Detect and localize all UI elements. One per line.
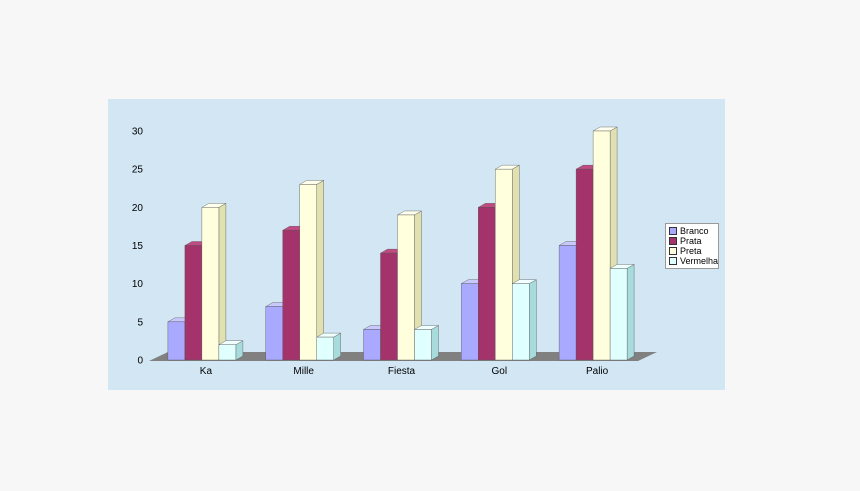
bar — [316, 336, 334, 361]
y-tick-label: 15 — [132, 241, 144, 252]
bar — [478, 207, 496, 361]
legend-swatch — [669, 227, 677, 235]
legend-label: Prata — [680, 236, 702, 246]
bar — [299, 184, 317, 361]
bar — [414, 329, 432, 361]
legend-item: Vermelha — [669, 256, 718, 266]
bar — [609, 268, 628, 361]
y-tick-label: 25 — [132, 165, 144, 176]
bar — [282, 230, 300, 361]
legend-swatch — [669, 237, 677, 245]
bar — [512, 283, 530, 361]
bar — [592, 130, 611, 361]
legend: Branco Prata Preta Vermelha — [665, 223, 719, 269]
legend-label: Vermelha — [680, 256, 719, 266]
bar-side — [431, 325, 439, 361]
legend-item: Branco — [669, 226, 718, 236]
legend-item: Prata — [669, 236, 718, 246]
bar-side — [626, 264, 635, 361]
bar-side — [316, 180, 324, 361]
bar — [380, 252, 398, 361]
bar — [363, 329, 381, 361]
bar — [397, 214, 415, 361]
y-tick-label: 10 — [132, 279, 144, 290]
bar — [265, 306, 283, 361]
y-tick-label: 20 — [132, 203, 144, 214]
bar — [575, 168, 594, 361]
y-tick-label: 0 — [137, 356, 143, 367]
bar — [495, 168, 513, 361]
x-tick-label: Ka — [200, 366, 213, 377]
x-tick-label: Palio — [586, 366, 609, 377]
bar — [201, 207, 220, 361]
x-tick-label: Mille — [293, 366, 314, 377]
legend-swatch — [669, 257, 677, 265]
legend-label: Branco — [680, 226, 709, 236]
y-tick-label: 5 — [137, 317, 143, 328]
bar — [218, 344, 237, 361]
chart-area: 0 5 10 15 20 25 30 Ka Mille Fiesta Gol Palio — [108, 99, 725, 390]
y-tick-label: 30 — [132, 127, 144, 138]
legend-item: Preta — [669, 246, 718, 256]
x-tick-label: Gol — [492, 366, 508, 377]
bar — [184, 245, 203, 361]
bar-side — [529, 279, 537, 361]
bar-side — [333, 332, 341, 361]
x-tick-label: Fiesta — [388, 366, 416, 377]
bar — [558, 245, 577, 361]
bar-side — [218, 202, 227, 361]
bar — [167, 321, 186, 361]
legend-swatch — [669, 247, 677, 255]
bar — [461, 283, 479, 361]
bar-chart: 0 5 10 15 20 25 30 Ka Mille Fiesta Gol Palio — [132, 127, 657, 377]
legend-label: Preta — [680, 246, 702, 256]
